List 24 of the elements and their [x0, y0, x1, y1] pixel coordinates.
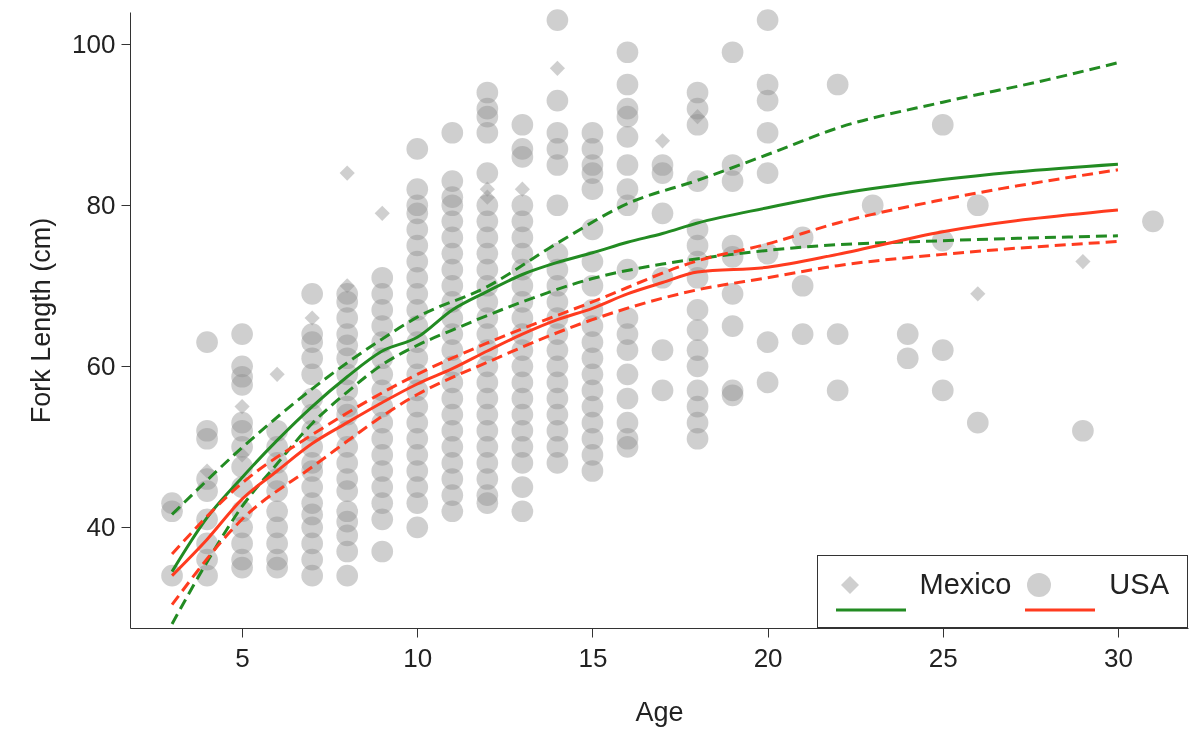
- point: [339, 165, 355, 181]
- point: [549, 60, 565, 76]
- x-axis-title: Age: [635, 696, 684, 727]
- x-tick-label: 25: [928, 642, 958, 673]
- y-tick-label: 80: [86, 189, 116, 220]
- point: [374, 205, 390, 221]
- point: [654, 133, 671, 149]
- y-tick-label: 100: [72, 28, 116, 59]
- x-tick-label: 15: [578, 642, 608, 673]
- point: [970, 286, 986, 302]
- point: [1075, 254, 1091, 270]
- x-tick-label: 5: [235, 642, 250, 673]
- x-tick-label: 20: [753, 642, 783, 673]
- legend-label: Mexico: [919, 568, 1012, 601]
- point: [304, 310, 320, 326]
- y-tick-label: 60: [86, 350, 116, 381]
- point: [269, 366, 285, 382]
- point: [514, 181, 530, 197]
- y-tick-label: 40: [86, 511, 116, 542]
- x-tick-label: 10: [403, 642, 433, 673]
- legend-label: USA: [1109, 568, 1169, 601]
- point: [234, 398, 250, 415]
- y-axis-title: Fork Length (cm): [26, 217, 57, 424]
- x-tick-label: 30: [1103, 642, 1133, 673]
